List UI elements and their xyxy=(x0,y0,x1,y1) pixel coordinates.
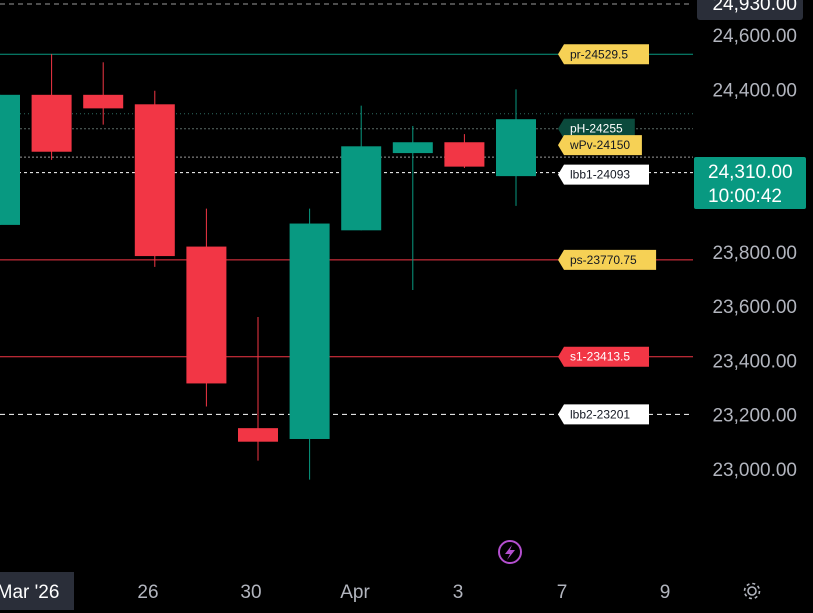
level-tags: r1-24886.5pr-24529.5pH-24255wPv-24150lbb… xyxy=(558,44,657,425)
price-tick-label: 24,400.00 xyxy=(712,80,797,101)
candles[interactable] xyxy=(0,54,536,480)
level-tag-label: pH-24255 xyxy=(570,122,623,136)
candle-body[interactable] xyxy=(444,142,485,167)
candle-6[interactable] xyxy=(289,208,330,480)
candle-8[interactable] xyxy=(392,125,433,290)
level-tag-box xyxy=(558,346,649,367)
level-tag-label: ps-23770.75 xyxy=(570,253,637,267)
candle-0[interactable] xyxy=(0,94,20,225)
current-price-box xyxy=(694,157,806,209)
level-tag-box xyxy=(558,44,649,65)
time-axis[interactable]: Mar '26 26 30 Apr 3 7 9 xyxy=(0,572,813,613)
level-tag-label: pr-24529.5 xyxy=(570,47,628,61)
level-tag-label: lbb1-24093 xyxy=(570,168,630,182)
level-tag-6: s1-23413.5 xyxy=(558,346,649,367)
time-tick-label: 9 xyxy=(660,582,671,603)
candle-7[interactable] xyxy=(341,105,382,231)
lightning-icon[interactable] xyxy=(498,540,522,564)
level-tag-box xyxy=(558,164,649,185)
candle-4[interactable] xyxy=(186,208,227,407)
level-tag-7: lbb2-23201 xyxy=(558,404,649,425)
candle-body[interactable] xyxy=(134,104,175,257)
level-tag-5: ps-23770.75 xyxy=(558,249,657,270)
time-axis-background xyxy=(0,572,813,613)
candle-body[interactable] xyxy=(289,223,330,439)
candle-body[interactable] xyxy=(238,428,278,442)
bar-countdown: 10:00:42 xyxy=(708,186,782,207)
time-tick-label: 3 xyxy=(453,582,464,603)
current-price-label: 24,310.00 10:00:42 xyxy=(694,157,806,209)
candle-body[interactable] xyxy=(0,94,20,225)
candle-9[interactable] xyxy=(444,134,485,168)
price-tick-label: 23,800.00 xyxy=(712,243,797,264)
time-tick-label: 7 xyxy=(557,582,568,603)
level-tag-label: wPv-24150 xyxy=(569,138,630,152)
price-top-text: 24,930.00 xyxy=(712,0,797,15)
price-top-box xyxy=(697,0,803,20)
time-tick-label: 26 xyxy=(137,582,158,603)
price-tick-label: 23,600.00 xyxy=(712,297,797,318)
level-tag-label: s1-23413.5 xyxy=(570,350,630,364)
candle-body[interactable] xyxy=(341,146,382,231)
candle-body[interactable] xyxy=(496,119,536,177)
level-tag-1: pr-24529.5 xyxy=(558,44,649,65)
candle-body[interactable] xyxy=(31,94,72,152)
candle-body[interactable] xyxy=(83,94,124,109)
candle-10[interactable] xyxy=(496,89,536,206)
settings-gear-icon[interactable] xyxy=(743,582,761,600)
price-axis-background xyxy=(695,0,813,572)
candle-body[interactable] xyxy=(392,142,433,154)
candle-5[interactable] xyxy=(238,317,278,461)
price-tick-label: 23,000.00 xyxy=(712,460,797,481)
price-tick-label: 23,200.00 xyxy=(712,406,797,427)
time-axis-highlight xyxy=(0,572,74,610)
candle-3[interactable] xyxy=(134,90,175,267)
price-tick-label: 24,600.00 xyxy=(712,26,797,47)
time-tick-label: 30 xyxy=(240,582,261,603)
level-tag-4: lbb1-24093 xyxy=(558,164,649,185)
level-tag-3: wPv-24150 xyxy=(558,135,642,156)
current-price-value: 24,310.00 xyxy=(708,162,793,183)
candle-2[interactable] xyxy=(83,62,124,125)
level-tag-2: pH-24255 xyxy=(558,118,635,139)
time-tick-label: Mar '26 xyxy=(0,582,59,603)
level-tag-box xyxy=(558,118,635,139)
time-tick-label: Apr xyxy=(340,582,370,603)
price-tick-label: 23,400.00 xyxy=(712,351,797,372)
level-tag-box xyxy=(558,404,649,425)
price-top-label: 24,930.00 xyxy=(697,0,803,20)
candle-1[interactable] xyxy=(31,54,72,160)
level-tag-box xyxy=(558,249,657,270)
candle-body[interactable] xyxy=(186,246,227,384)
level-tag-label: lbb2-23201 xyxy=(570,407,630,421)
level-tag-box xyxy=(558,135,642,156)
